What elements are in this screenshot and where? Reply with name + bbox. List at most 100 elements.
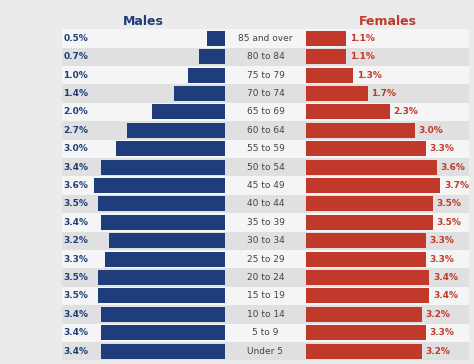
Bar: [306, 232, 469, 250]
Bar: [306, 159, 437, 175]
Text: 1.1%: 1.1%: [350, 34, 374, 43]
Text: 30 to 34: 30 to 34: [246, 236, 284, 245]
Bar: [306, 86, 368, 101]
Bar: [306, 270, 429, 285]
Text: 3.3%: 3.3%: [429, 236, 454, 245]
Text: 3.5%: 3.5%: [437, 199, 462, 209]
Text: 25 to 29: 25 to 29: [246, 255, 284, 264]
Text: 60 to 64: 60 to 64: [246, 126, 284, 135]
Text: 1.3%: 1.3%: [357, 71, 382, 80]
Bar: [306, 213, 469, 232]
Bar: [101, 307, 225, 322]
Text: 15 to 19: 15 to 19: [246, 292, 284, 300]
Text: 3.4%: 3.4%: [64, 328, 89, 337]
Bar: [62, 103, 225, 121]
Bar: [225, 176, 306, 195]
Bar: [225, 232, 306, 250]
Bar: [306, 250, 469, 268]
Bar: [62, 250, 225, 268]
Bar: [306, 324, 469, 342]
Text: 3.6%: 3.6%: [440, 163, 465, 172]
Text: 1.4%: 1.4%: [64, 89, 89, 98]
Bar: [62, 121, 225, 139]
Bar: [105, 252, 225, 267]
Bar: [62, 176, 225, 195]
Title: Females: Females: [359, 15, 417, 28]
Text: 1.0%: 1.0%: [64, 71, 88, 80]
Bar: [306, 104, 390, 119]
Bar: [306, 68, 353, 83]
Bar: [225, 48, 306, 66]
Text: 3.2%: 3.2%: [64, 236, 88, 245]
Bar: [62, 29, 225, 48]
Bar: [62, 66, 225, 84]
Text: 75 to 79: 75 to 79: [246, 71, 284, 80]
Bar: [98, 288, 225, 304]
Text: 70 to 74: 70 to 74: [246, 89, 284, 98]
Bar: [306, 252, 426, 267]
Bar: [306, 121, 469, 139]
Bar: [62, 324, 225, 342]
Text: 3.4%: 3.4%: [64, 163, 89, 172]
Text: 40 to 44: 40 to 44: [246, 199, 284, 209]
Bar: [306, 342, 469, 360]
Bar: [101, 344, 225, 359]
Text: 3.5%: 3.5%: [64, 292, 88, 300]
Bar: [306, 215, 433, 230]
Bar: [306, 305, 469, 324]
Text: 3.3%: 3.3%: [429, 328, 454, 337]
Bar: [306, 123, 415, 138]
Text: 3.4%: 3.4%: [64, 310, 89, 319]
Text: 35 to 39: 35 to 39: [246, 218, 284, 227]
Bar: [306, 195, 469, 213]
Bar: [306, 307, 422, 322]
Text: 3.4%: 3.4%: [433, 292, 458, 300]
Text: 3.2%: 3.2%: [426, 310, 451, 319]
Bar: [306, 325, 426, 340]
Bar: [225, 195, 306, 213]
Text: 3.4%: 3.4%: [64, 347, 89, 356]
Bar: [62, 48, 225, 66]
Bar: [306, 344, 422, 359]
Bar: [62, 305, 225, 324]
Bar: [306, 288, 429, 304]
Text: 3.4%: 3.4%: [433, 273, 458, 282]
Text: 2.7%: 2.7%: [64, 126, 89, 135]
Bar: [62, 287, 225, 305]
Bar: [306, 178, 440, 193]
Bar: [306, 48, 469, 66]
Text: 2.3%: 2.3%: [393, 107, 418, 116]
Bar: [306, 29, 469, 48]
Text: 3.4%: 3.4%: [64, 218, 89, 227]
Text: 3.0%: 3.0%: [419, 126, 443, 135]
Text: 65 to 69: 65 to 69: [246, 107, 284, 116]
Bar: [306, 49, 346, 64]
Bar: [101, 159, 225, 175]
Text: 3.3%: 3.3%: [64, 255, 88, 264]
Bar: [225, 287, 306, 305]
Bar: [127, 123, 225, 138]
Bar: [225, 66, 306, 84]
Bar: [62, 158, 225, 176]
Bar: [225, 139, 306, 158]
Bar: [152, 104, 225, 119]
Text: 3.6%: 3.6%: [64, 181, 88, 190]
Bar: [225, 84, 306, 103]
Bar: [62, 232, 225, 250]
Text: 3.7%: 3.7%: [444, 181, 469, 190]
Bar: [225, 29, 306, 48]
Bar: [199, 49, 225, 64]
Text: 3.5%: 3.5%: [437, 218, 462, 227]
Text: 10 to 14: 10 to 14: [246, 310, 284, 319]
Text: 80 to 84: 80 to 84: [246, 52, 284, 61]
Text: 45 to 49: 45 to 49: [246, 181, 284, 190]
Bar: [225, 305, 306, 324]
Bar: [174, 86, 225, 101]
Text: 55 to 59: 55 to 59: [246, 144, 284, 153]
Bar: [306, 197, 433, 211]
Bar: [225, 250, 306, 268]
Bar: [116, 141, 225, 156]
Bar: [225, 213, 306, 232]
Bar: [306, 84, 469, 103]
Bar: [306, 31, 346, 46]
